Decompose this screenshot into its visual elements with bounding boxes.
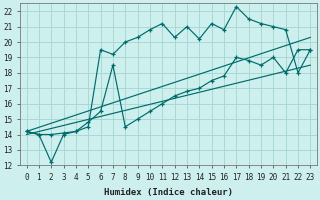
X-axis label: Humidex (Indice chaleur): Humidex (Indice chaleur) <box>104 188 233 197</box>
